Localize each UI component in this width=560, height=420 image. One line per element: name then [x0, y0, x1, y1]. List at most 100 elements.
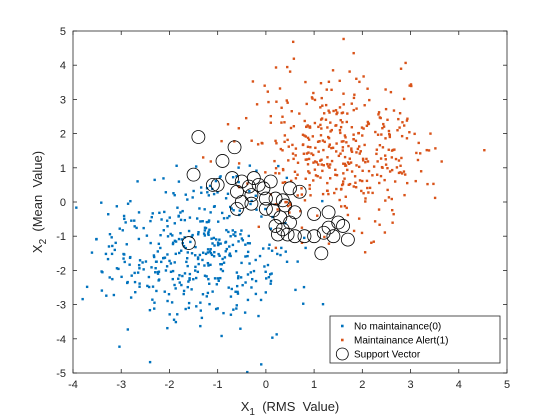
data-point	[160, 218, 163, 221]
data-point	[307, 170, 310, 173]
data-point	[291, 152, 295, 155]
data-point	[347, 183, 350, 186]
data-point	[114, 241, 117, 245]
data-point	[150, 266, 153, 269]
data-point	[326, 181, 329, 185]
data-point	[142, 226, 145, 230]
data-point	[187, 306, 190, 310]
data-point	[311, 97, 314, 100]
data-point	[352, 185, 355, 188]
data-point	[226, 216, 229, 220]
data-point	[386, 166, 389, 170]
data-point	[148, 360, 152, 364]
data-point	[164, 191, 168, 194]
data-point	[147, 275, 151, 279]
data-point	[186, 257, 189, 260]
support-vector-marker	[268, 191, 283, 206]
data-point	[304, 80, 307, 84]
data-point	[206, 191, 209, 194]
data-point	[319, 159, 322, 162]
data-point	[252, 269, 256, 273]
data-point	[332, 109, 335, 113]
data-point	[366, 186, 369, 190]
data-point	[199, 220, 202, 223]
data-point	[199, 324, 202, 328]
data-point	[377, 208, 381, 211]
data-point	[308, 171, 311, 175]
data-point	[171, 234, 174, 237]
data-point	[374, 130, 377, 134]
data-point	[237, 240, 240, 243]
data-point	[183, 236, 186, 239]
data-point	[278, 172, 281, 175]
data-point	[246, 273, 250, 276]
data-point	[190, 235, 194, 238]
data-point	[326, 156, 329, 159]
data-point	[352, 229, 356, 233]
data-point	[337, 154, 341, 158]
data-point	[301, 133, 305, 137]
data-point	[182, 292, 185, 296]
data-point	[301, 143, 305, 146]
data-point	[107, 245, 111, 248]
data-point	[303, 119, 306, 123]
data-point	[329, 121, 332, 124]
data-point	[186, 251, 189, 254]
data-point	[353, 175, 357, 178]
data-point	[403, 124, 406, 127]
data-point	[225, 247, 229, 251]
data-point	[182, 244, 186, 248]
data-point	[399, 171, 402, 174]
data-point	[347, 144, 350, 148]
data-point	[234, 231, 237, 234]
data-point	[398, 126, 401, 129]
support-vector-marker	[321, 220, 336, 235]
data-point	[371, 174, 374, 177]
data-point	[357, 217, 361, 220]
data-point	[413, 132, 416, 136]
data-point	[388, 135, 392, 139]
data-point	[181, 241, 184, 245]
legend-marker-support-vector	[335, 347, 349, 361]
data-point	[254, 194, 257, 197]
data-point	[222, 311, 225, 315]
data-point	[173, 261, 176, 264]
x-axis-label-rest: (RMS Value)	[255, 399, 339, 414]
data-point	[137, 237, 141, 241]
data-point	[198, 253, 202, 257]
data-point	[359, 150, 362, 153]
data-point	[338, 198, 341, 202]
data-point	[237, 180, 240, 184]
data-point	[400, 134, 404, 138]
x-tick-label: 4	[456, 379, 462, 391]
data-point	[341, 121, 344, 124]
data-point	[197, 231, 200, 234]
support-vector-marker	[191, 130, 206, 144]
data-point	[371, 191, 374, 195]
data-point	[153, 178, 156, 182]
data-point	[366, 160, 370, 163]
data-point	[190, 288, 193, 291]
data-point	[280, 106, 283, 109]
data-point	[155, 289, 158, 293]
data-point	[419, 152, 422, 155]
y-tick-label: 3	[60, 94, 66, 106]
y-tick-label: -2	[56, 265, 66, 277]
data-point	[320, 158, 323, 161]
data-point	[213, 277, 217, 280]
support-vector-marker	[244, 188, 259, 203]
data-point	[335, 173, 339, 177]
data-point	[110, 236, 113, 239]
data-point	[339, 125, 343, 129]
data-point	[174, 252, 177, 256]
data-point	[345, 141, 348, 144]
support-vector-marker	[307, 229, 322, 244]
data-point	[188, 278, 191, 282]
data-point	[403, 193, 406, 197]
data-point	[397, 171, 401, 175]
data-point	[335, 150, 338, 153]
data-point	[269, 273, 272, 276]
data-point	[267, 275, 271, 279]
data-point	[262, 247, 265, 250]
data-point	[286, 204, 290, 208]
